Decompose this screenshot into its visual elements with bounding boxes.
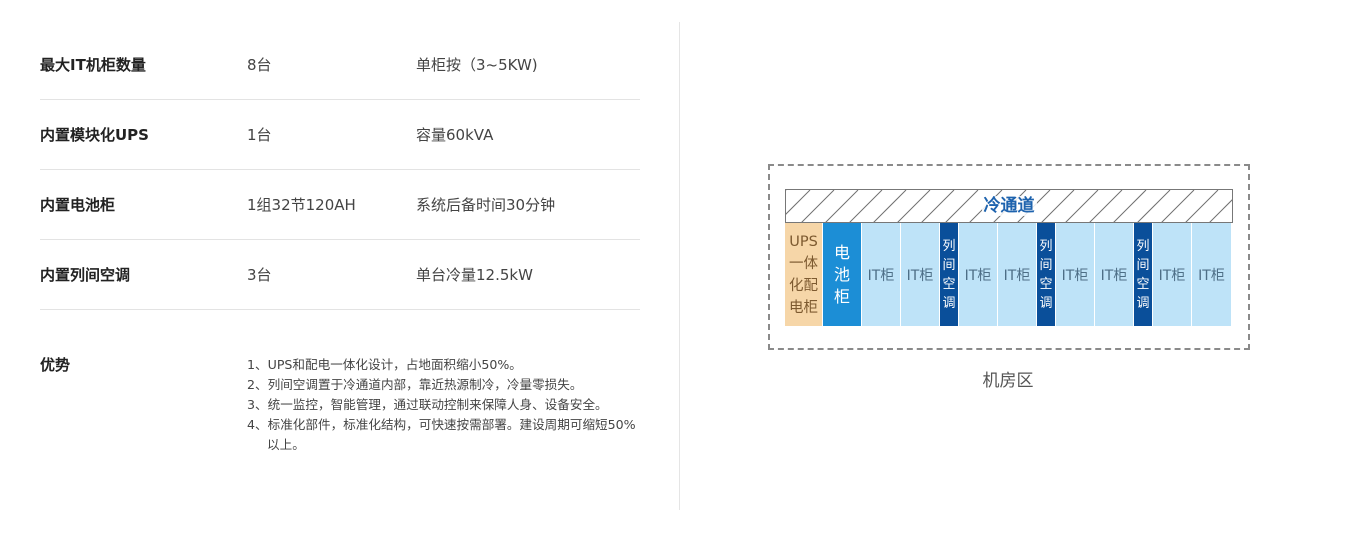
machine-room-label: 机房区 [982, 371, 1034, 391]
advantage-item: 2、列间空调置于冷通道内部，靠近热源制冷，冷量零损失。 [247, 377, 583, 392]
it-cabinet: IT柜 [862, 223, 901, 326]
spec-quantity: 8台 [247, 56, 272, 74]
spec-name: 内置电池柜 [40, 196, 116, 214]
spec-row-battery-cabinet: 内置电池柜 1组32节120AH 系统后备时间30分钟 [40, 170, 640, 240]
advantage-item: 1、UPS和配电一体化设计，占地面积缩小50%。 [247, 357, 522, 372]
advantages-section: 优势 1、UPS和配电一体化设计，占地面积缩小50%。 2、列间空调置于冷通道内… [40, 354, 645, 464]
it-cabinet: IT柜 [1056, 223, 1095, 326]
cabinet-row: UPS 一体 化配 电柜 电 池 柜 IT柜 IT柜 列 间 空 调 IT柜 I… [785, 223, 1234, 326]
spec-quantity: 3台 [247, 266, 272, 284]
ups-distribution-cabinet: UPS 一体 化配 电柜 [785, 223, 823, 326]
it-cabinet: IT柜 [901, 223, 940, 326]
spec-note: 单柜按（3~5KW) [416, 56, 538, 74]
row-ac-unit: 列 间 空 调 [1134, 223, 1153, 326]
it-cabinet: IT柜 [1095, 223, 1134, 326]
spec-name: 内置模块化UPS [40, 126, 149, 144]
spec-name: 最大IT机柜数量 [40, 56, 146, 74]
it-cabinet: IT柜 [998, 223, 1037, 326]
spec-name: 内置列间空调 [40, 266, 131, 284]
row-ac-unit: 列 间 空 调 [1037, 223, 1056, 326]
vertical-divider [679, 22, 680, 510]
ups-cabinet-label: UPS 一体 化配 电柜 [789, 233, 818, 316]
spec-row-row-ac: 内置列间空调 3台 单台冷量12.5kW [40, 240, 640, 310]
spec-note: 单台冷量12.5kW [416, 266, 533, 284]
it-cabinet: IT柜 [959, 223, 998, 326]
row-ac-label: 列 间 空 调 [1039, 238, 1053, 311]
advantage-item: 3、统一监控，智能管理，通过联动控制来保障人身、设备安全。 [247, 397, 608, 412]
spec-note: 系统后备时间30分钟 [416, 196, 556, 214]
spec-row-max-it-cabinets: 最大IT机柜数量 8台 单柜按（3~5KW) [40, 30, 640, 100]
cold-aisle: 冷通道 [785, 189, 1233, 223]
spec-row-ups: 内置模块化UPS 1台 容量60kVA [40, 100, 640, 170]
spec-table: 最大IT机柜数量 8台 单柜按（3~5KW) 内置模块化UPS 1台 容量60k… [40, 30, 640, 310]
battery-cabinet: 电 池 柜 [823, 223, 862, 326]
row-ac-label: 列 间 空 调 [942, 238, 956, 311]
spec-quantity: 1组32节120AH [247, 196, 356, 214]
row-ac-unit: 列 间 空 调 [940, 223, 959, 326]
it-cabinet: IT柜 [1153, 223, 1192, 326]
spec-note: 容量60kVA [416, 126, 494, 144]
advantages-title: 优势 [40, 356, 71, 374]
spec-quantity: 1台 [247, 126, 272, 144]
it-cabinet: IT柜 [1192, 223, 1231, 326]
advantages-list: 1、UPS和配电一体化设计，占地面积缩小50%。 2、列间空调置于冷通道内部，靠… [247, 355, 645, 455]
battery-cabinet-label: 电 池 柜 [833, 242, 850, 306]
row-ac-label: 列 间 空 调 [1136, 238, 1150, 311]
cold-aisle-label: 冷通道 [981, 196, 1037, 216]
machine-room-boundary [768, 164, 1250, 350]
cold-aisle-hatching [786, 190, 1232, 222]
advantage-item: 4、标准化部件，标准化结构，可快速按需部署。建设周期可缩短50%以上。 [247, 417, 636, 452]
